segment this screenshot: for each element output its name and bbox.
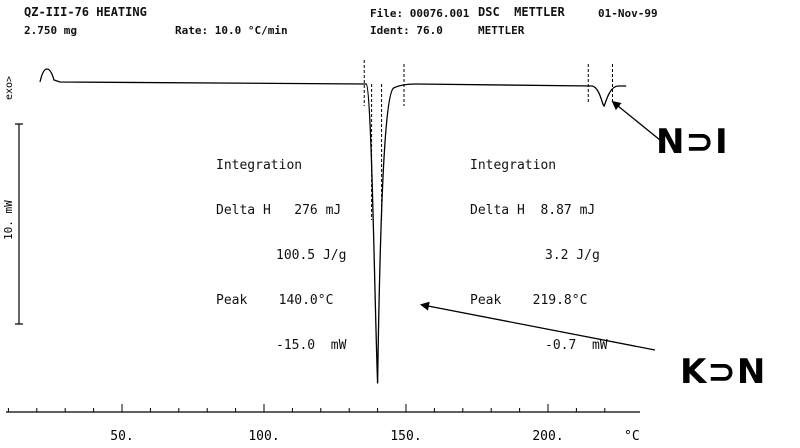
phase-label-kn: K⊃N — [680, 352, 767, 392]
x-axis-unit: °C — [624, 429, 640, 444]
instrument-name: DSC METTLER — [478, 5, 565, 19]
measure-date: 01-Nov-99 — [598, 7, 658, 20]
sample-mass: 2.750 mg — [24, 24, 77, 37]
x-tick-label: 100. — [248, 429, 279, 444]
dsc-trace — [39, 68, 627, 384]
x-tick-label: 50. — [110, 429, 133, 444]
exo-label: exo> — [4, 76, 15, 100]
scale-bar-label: 10. mW — [2, 200, 15, 240]
integration-left-title: Integration — [216, 158, 303, 173]
x-tick-label: 150. — [390, 429, 421, 444]
integration-left-peak: Peak 140.0°C — [216, 293, 334, 308]
x-axis-ticks — [7, 404, 606, 412]
integration-right-peak: Peak 219.8°C — [470, 293, 588, 308]
integration-left-delta-h: Delta H 276 mJ — [216, 203, 342, 218]
integration-right-delta-h-spec: 3.2 J/g — [545, 248, 600, 263]
integration-right-delta-h: Delta H 8.87 mJ — [470, 203, 596, 218]
ident: Ident: 76.0 — [370, 24, 443, 37]
x-tick-label: 200. — [532, 429, 563, 444]
arrow-kn — [419, 301, 656, 351]
integration-left: Integration Delta H 276 mJ 100.5 J/g Pea… — [216, 128, 346, 368]
file-id: File: 00076.001 — [370, 7, 470, 20]
heating-rate: Rate: 10.0 °C/min — [175, 24, 288, 37]
x-axis-tick-labels: 50. 100. 150. 200. — [110, 429, 563, 444]
phase-label-ni: N⊃I — [656, 122, 729, 162]
integration-right-title: Integration — [470, 158, 557, 173]
arrow-ni — [611, 100, 661, 141]
integration-limits — [363, 60, 613, 220]
integration-left-delta-h-spec: 100.5 J/g — [276, 248, 347, 263]
instrument-sub: METTLER — [478, 24, 525, 37]
integration-left-peak-power: -15.0 mW — [276, 338, 347, 353]
sample-title: QZ-III-76 HEATING — [24, 5, 147, 19]
integration-right: Integration Delta H 8.87 mJ 3.2 J/g Peak… — [470, 128, 608, 368]
integration-right-peak-power: -0.7 mW — [545, 338, 608, 353]
